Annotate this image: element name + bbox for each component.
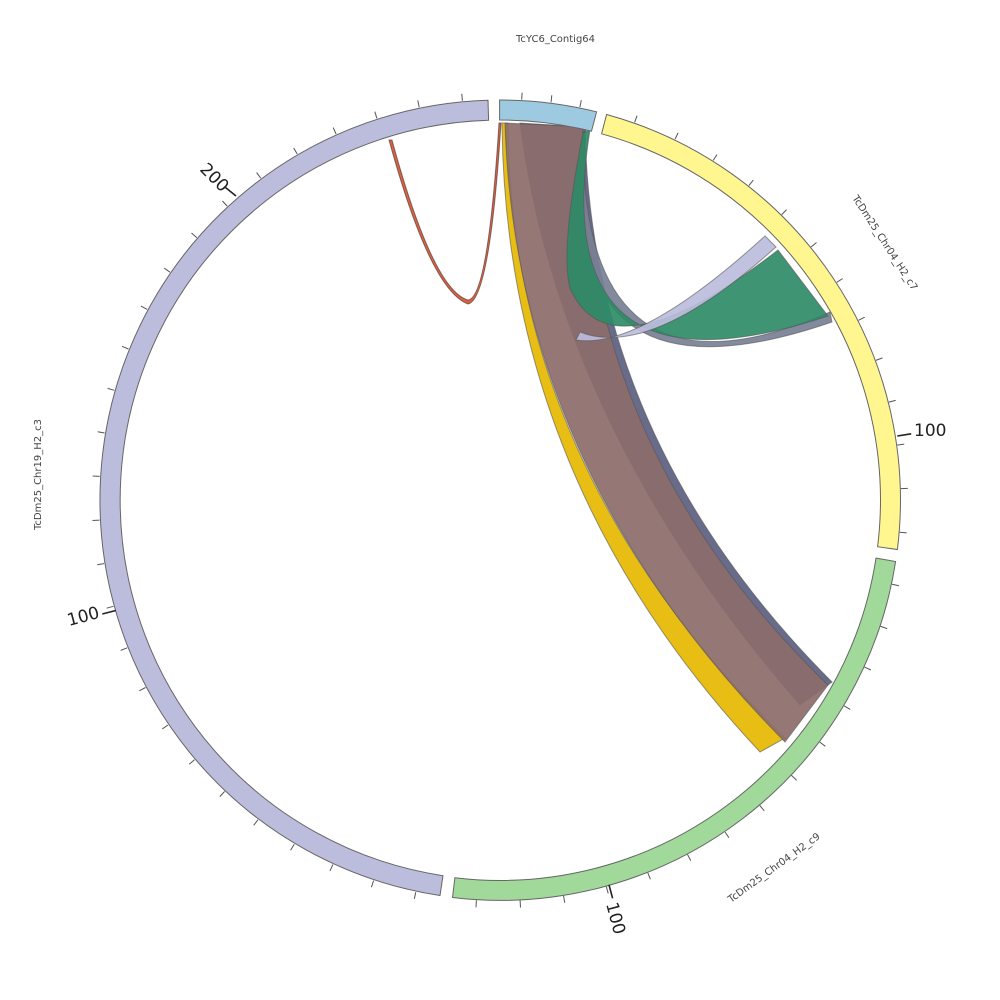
tick-minor-12 [888,399,896,403]
tick-minor-48 [164,267,171,273]
tick-minor-54 [374,111,378,119]
tick-minor-18 [864,666,872,671]
ideogram-layer [99,99,901,901]
tick-minor-52 [293,147,298,155]
segment-contig64 [499,99,598,132]
segment-chr04-c7 [600,113,901,551]
tick-minor-24 [687,854,692,861]
tick-minor-37 [162,724,169,730]
tick-minor-38 [139,687,146,692]
tick-minor-45 [107,387,115,391]
tick-minor-17 [880,625,888,630]
tick-minor-2 [579,100,582,108]
tick-major-c3-200 [224,186,237,197]
tick-minor-7 [781,209,787,215]
tick-minor-44 [97,431,105,434]
link-chr19-self-red [388,122,502,305]
tick-major-c3-100 [102,609,117,615]
tick-minor-55 [417,100,420,108]
tick-label-c7-100: 100 [914,421,946,441]
tick-minor-33 [290,843,295,851]
segment-label-chr04-c9: TcDm25_Chr04_H2_c9 [725,831,822,906]
tick-minor-20 [819,741,826,747]
segment-chr04-c9 [451,557,897,901]
tick-minor-46 [121,345,129,350]
tick-major-c9-100 [608,884,614,899]
tick-minor-32 [329,864,334,872]
tick-minor-25 [647,872,651,880]
tick-minor-47 [140,305,148,310]
tick-minor-15 [899,531,907,534]
tick-minor-56 [461,93,463,101]
tick-minor-50 [222,200,228,207]
tick-minor-21 [791,775,797,781]
tick-minor-8 [810,242,817,248]
tick-minor-41 [97,563,105,566]
tick-minor-6 [748,179,754,186]
tick-minor-30 [413,891,417,900]
segment-label-contig64: TcYC6_Contig64 [515,34,595,45]
tick-minor-53 [332,127,337,135]
tick-minor-13 [897,443,905,446]
tick-major-c7-100 [897,433,912,437]
tick-minor-31 [370,880,375,888]
tick-minor-23 [724,831,730,838]
tick-minor-35 [219,791,225,797]
links-layer [388,122,833,753]
tick-minor-9 [836,278,843,283]
ticks-layer [92,92,908,908]
tick-minor-1 [550,95,553,103]
tick-label-c3-100: 100 [65,603,102,631]
segment-label-chr19-c3: TcDm25_Chr19_H2_c3 [33,419,44,531]
tick-minor-49 [191,232,198,238]
tick-minor-27 [563,895,566,903]
tick-label-c3-200: 200 [195,159,232,196]
tick-minor-16 [891,583,900,587]
tick-minor-3 [634,115,638,123]
segment-chr19-c3 [99,99,490,897]
tick-minor-39 [120,647,128,651]
segment-label-chr04-c7: TcDm25_Chr04_H2_c7 [849,193,919,293]
tick-label-c9-100: 100 [601,900,629,937]
link-contig64-c7-lavender [575,235,777,342]
tick-minor-5 [712,154,718,161]
tick-minor-19 [843,705,851,710]
tick-minor-26 [605,886,609,894]
tick-minor-34 [253,819,259,826]
tick-minor-4 [674,132,679,140]
tick-minor-11 [875,357,883,361]
tick-minor-36 [188,759,195,765]
tick-minor-22 [759,805,765,812]
tick-minor-10 [858,316,865,321]
tick-minor-40 [106,605,114,609]
tick-minor-51 [256,172,262,179]
